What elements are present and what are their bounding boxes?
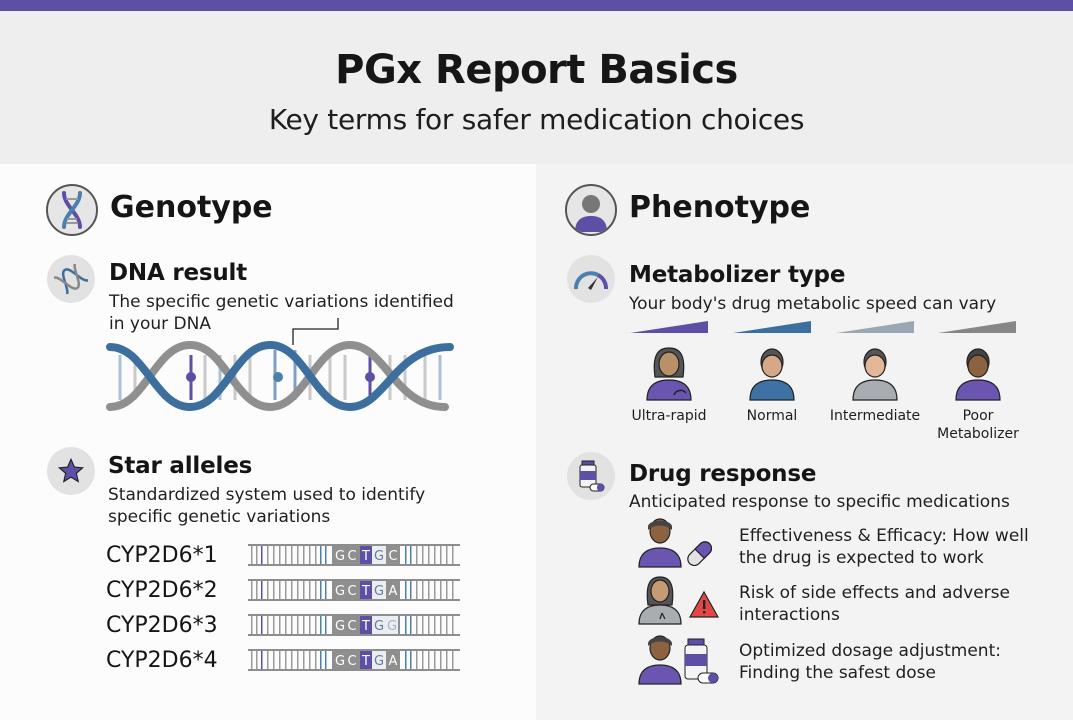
speed-ramp-normal xyxy=(733,321,811,333)
svg-text:C: C xyxy=(347,549,356,564)
star-alleles-description: Standardized system used to identify spe… xyxy=(108,485,426,527)
dna-icon xyxy=(46,184,98,236)
svg-text:G: G xyxy=(335,549,345,564)
response-dosage: Optimized dosage adjustment: Finding the… xyxy=(739,641,1001,683)
svg-text:G: G xyxy=(374,549,384,564)
dna-strand-icon xyxy=(47,255,95,303)
allele-row: CYP2D6*3 G C T G G xyxy=(106,612,460,638)
star-alleles-title: Star alleles xyxy=(108,453,253,479)
svg-text:C: C xyxy=(347,619,356,634)
person-pill-bottle-icon xyxy=(638,635,719,685)
allele-sequence-bar: G C T G A xyxy=(248,649,460,671)
svg-text:T: T xyxy=(361,619,370,634)
dna-result-description: The specific genetic variations identifi… xyxy=(109,292,454,334)
svg-text:T: T xyxy=(361,549,370,564)
medicine-bottle-icon xyxy=(567,452,615,500)
svg-text:C: C xyxy=(347,584,356,599)
speed-ramp-poor xyxy=(938,321,1016,333)
person-icon xyxy=(565,184,617,236)
speed-ramp-ultra-rapid xyxy=(630,321,708,333)
dna-result-title: DNA result xyxy=(109,260,248,286)
allele-row: CYP2D6*4 G C T G A xyxy=(106,647,460,673)
top-accent-bar xyxy=(0,0,1073,11)
allele-sequence-bar: G C T G G xyxy=(248,614,460,636)
speedometer-icon xyxy=(567,255,615,303)
genotype-title: Genotype xyxy=(110,190,273,225)
svg-text:C: C xyxy=(347,654,356,669)
label-normal: Normal xyxy=(746,408,798,424)
person-capsule-icon xyxy=(638,518,713,568)
person-warning-icon xyxy=(638,576,720,625)
person-normal-icon xyxy=(749,348,795,401)
svg-text:G: G xyxy=(335,654,345,669)
response-effectiveness: Effectiveness & Efficacy: How well the d… xyxy=(739,526,1029,568)
allele-row: CYP2D6*1 G C T G C xyxy=(106,542,460,568)
label-ultra-rapid: Ultra-rapid xyxy=(631,408,707,424)
person-ultra-rapid-icon xyxy=(646,347,692,401)
svg-text:G: G xyxy=(387,619,397,634)
svg-text:A: A xyxy=(389,584,398,599)
phenotype-panel xyxy=(536,164,1073,720)
svg-text:G: G xyxy=(335,619,345,634)
svg-text:C: C xyxy=(388,549,397,564)
svg-text:A: A xyxy=(389,654,398,669)
label-poor-metabolizer: Poor Metabolizer xyxy=(937,408,1019,442)
label-intermediate: Intermediate xyxy=(829,408,921,424)
speed-ramp-intermediate xyxy=(836,321,914,333)
page-subtitle: Key terms for safer medication choices xyxy=(268,103,805,136)
person-poor-metabolizer-icon xyxy=(955,348,1001,401)
person-intermediate-icon xyxy=(852,348,898,401)
star-icon xyxy=(47,447,95,495)
allele-sequence-bar: G C T G A xyxy=(248,579,460,601)
phenotype-title: Phenotype xyxy=(629,190,811,225)
dna-helix-illustration xyxy=(106,318,454,412)
header: PGx Report Basics Key terms for safer me… xyxy=(0,11,1073,164)
drug-response-title: Drug response xyxy=(629,461,817,487)
metabolizer-description: Your body's drug metabolic speed can var… xyxy=(629,294,997,314)
svg-text:T: T xyxy=(361,654,370,669)
svg-text:T: T xyxy=(361,584,370,599)
svg-text:G: G xyxy=(374,654,384,669)
svg-text:G: G xyxy=(374,619,384,634)
drug-response-description: Anticipated response to specific medicat… xyxy=(629,492,1010,512)
allele-sequence-bar: G C T G C xyxy=(248,544,460,566)
allele-row: CYP2D6*2 G C T G A xyxy=(106,577,460,603)
page-title: PGx Report Basics xyxy=(335,47,738,93)
response-side-effects: Risk of side effects and adverse interac… xyxy=(739,583,1010,625)
svg-text:G: G xyxy=(374,584,384,599)
metabolizer-title: Metabolizer type xyxy=(629,262,846,288)
svg-text:G: G xyxy=(335,584,345,599)
